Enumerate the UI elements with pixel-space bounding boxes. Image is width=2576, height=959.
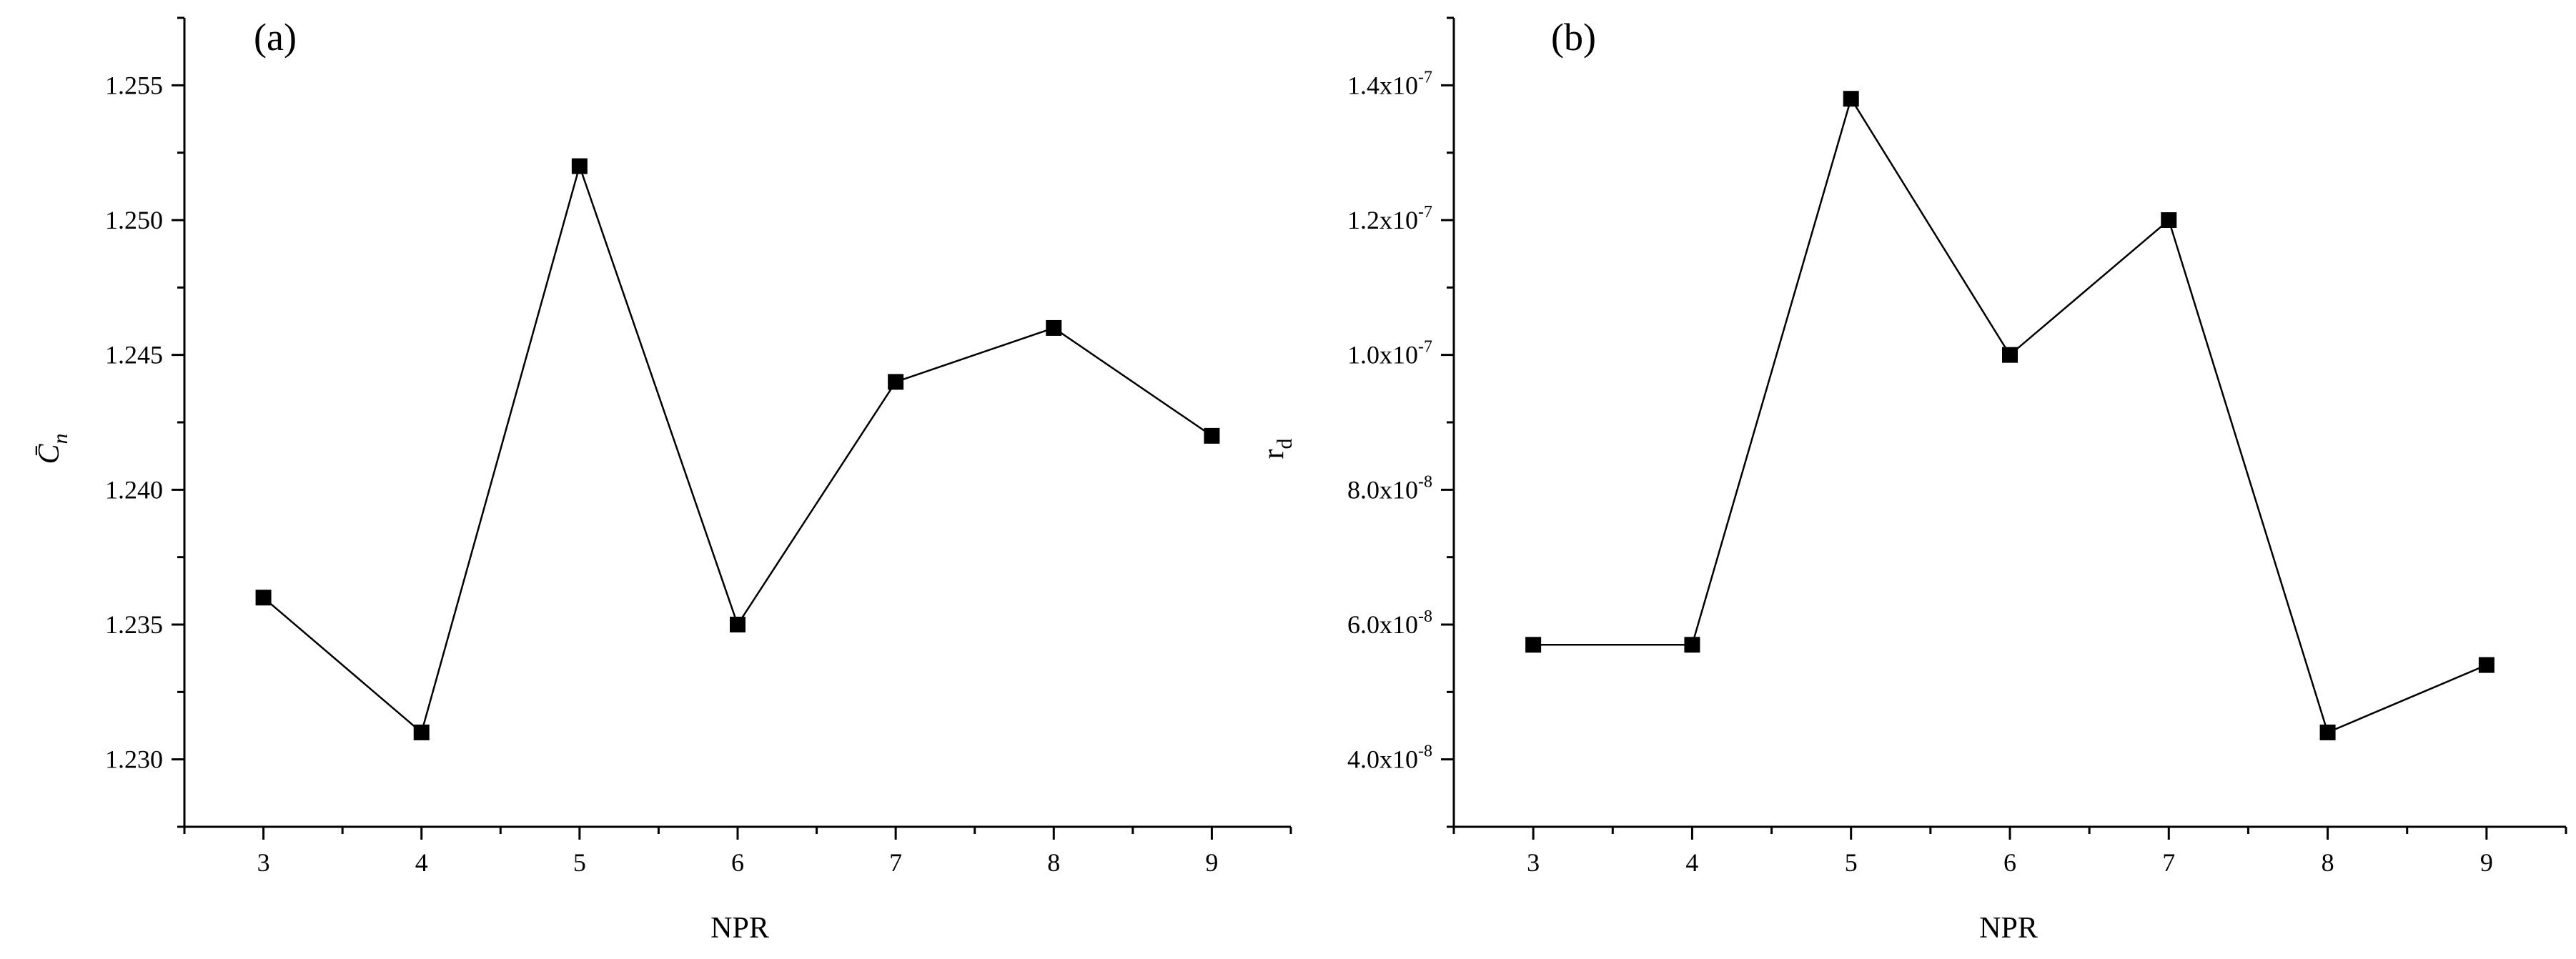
y-tick-label: 1.240 bbox=[105, 475, 163, 504]
y-tick-label: 1.235 bbox=[105, 610, 163, 639]
y-tick-label: 1.255 bbox=[105, 71, 163, 99]
data-point-marker bbox=[2161, 212, 2177, 228]
data-point-marker bbox=[571, 158, 588, 174]
data-point-marker bbox=[1843, 91, 1859, 107]
data-point-marker bbox=[1046, 319, 1062, 336]
y-axis-title-a: C̄n bbox=[33, 433, 72, 464]
y-tick-label: 1.250 bbox=[105, 206, 163, 234]
axes-b bbox=[1452, 18, 2566, 828]
chart-panel-a: 3 4 5 6 7 8 9 1.230 1.235 1.240 1.245 1.250 1.255 (… bbox=[33, 16, 1292, 945]
y-tick-label: 1.0x10-7 bbox=[1347, 338, 1432, 369]
data-point-marker bbox=[2319, 724, 2336, 740]
y-tick-label: 1.2x10-7 bbox=[1347, 203, 1432, 234]
svg-text:C̄n: C̄n bbox=[33, 433, 72, 464]
panel-label-b: (b) bbox=[1551, 16, 1596, 59]
y-tick-label: 8.0x10-8 bbox=[1347, 472, 1432, 504]
y-ticks-a: 1.230 1.235 1.240 1.245 1.250 1.255 bbox=[105, 16, 184, 828]
series-b bbox=[1525, 91, 2495, 740]
x-axis-title-a: NPR bbox=[710, 912, 769, 945]
x-tick-label: 6 bbox=[2003, 848, 2016, 877]
chart-panel-b: 3 4 5 6 7 8 9 4.0x10-8 6.0x10-8 8.0x10-8 1.0x10-7… bbox=[1257, 16, 2567, 945]
data-point-marker bbox=[730, 617, 745, 632]
axes-a bbox=[183, 18, 1291, 828]
data-point-marker bbox=[255, 590, 272, 606]
y-tick-label: 1.4x10-7 bbox=[1347, 68, 1432, 99]
y-tick-label: 6.0x10-8 bbox=[1347, 607, 1432, 639]
data-point-marker bbox=[888, 374, 904, 390]
x-tick-label: 5 bbox=[1845, 848, 1858, 877]
x-tick-label: 8 bbox=[1047, 848, 1060, 877]
x-tick-label: 9 bbox=[1205, 848, 1218, 877]
data-point-marker bbox=[413, 724, 430, 740]
y-tick-label: 1.230 bbox=[105, 745, 163, 774]
x-tick-label: 5 bbox=[573, 848, 586, 877]
series-line bbox=[262, 163, 1213, 735]
x-tick-label: 4 bbox=[1685, 848, 1698, 877]
data-point-marker bbox=[2478, 657, 2495, 673]
x-tick-label: 8 bbox=[2322, 848, 2334, 877]
data-point-marker bbox=[2002, 347, 2018, 363]
x-axis-title-b: NPR bbox=[1979, 912, 2038, 945]
y-axis-title-b: rd bbox=[1257, 439, 1297, 459]
series-line bbox=[1533, 96, 2487, 734]
y-ticks-b: 4.0x10-8 6.0x10-8 8.0x10-8 1.0x10-7 1.2x10-7… bbox=[1347, 16, 1454, 828]
svg-text:rd: rd bbox=[1257, 439, 1297, 459]
x-tick-label: 6 bbox=[731, 848, 744, 877]
x-tick-label: 3 bbox=[1527, 848, 1540, 877]
data-point-marker bbox=[1684, 637, 1700, 653]
x-tick-label: 9 bbox=[2480, 848, 2493, 877]
x-tick-label: 3 bbox=[257, 848, 270, 877]
x-ticks-b: 3 4 5 6 7 8 9 bbox=[1452, 827, 2567, 877]
series-a bbox=[255, 158, 1220, 740]
x-ticks-a: 3 4 5 6 7 8 9 bbox=[183, 827, 1292, 877]
data-point-marker bbox=[1525, 637, 1542, 653]
data-point-marker bbox=[1204, 427, 1220, 444]
x-tick-label: 4 bbox=[415, 848, 428, 877]
y-tick-label: 1.245 bbox=[105, 341, 163, 369]
panel-label-a: (a) bbox=[254, 16, 297, 59]
y-tick-label: 4.0x10-8 bbox=[1347, 742, 1432, 774]
x-tick-label: 7 bbox=[2162, 848, 2175, 877]
x-tick-label: 7 bbox=[889, 848, 902, 877]
